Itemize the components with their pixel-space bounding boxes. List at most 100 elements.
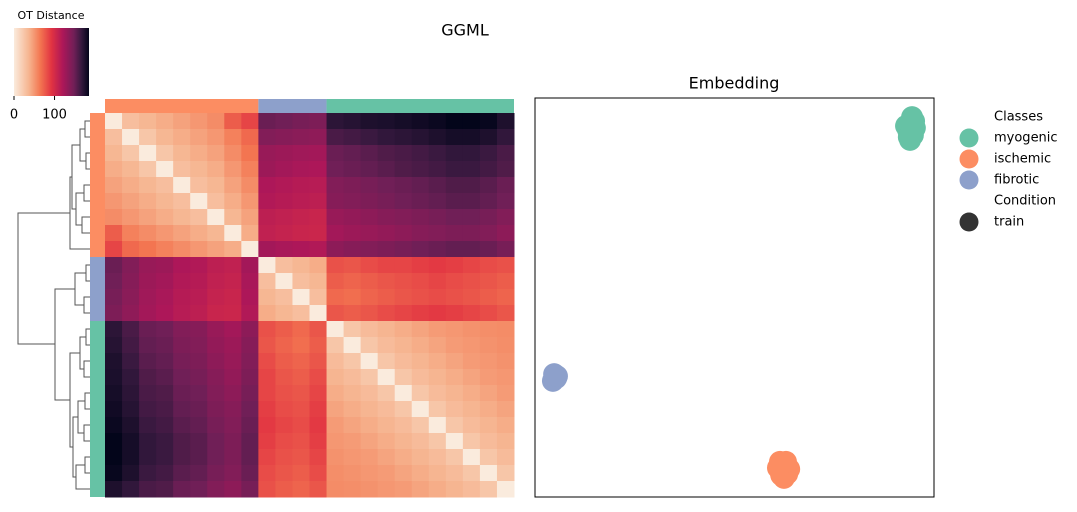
column-color-bar <box>105 99 259 113</box>
heatmap-cell <box>190 113 208 130</box>
heatmap-cell <box>292 257 310 274</box>
heatmap-cell <box>139 449 157 466</box>
heatmap-cell <box>496 305 515 322</box>
heatmap-cell <box>224 161 242 178</box>
heatmap-cell <box>326 433 345 450</box>
heatmap-cell <box>377 449 396 466</box>
heatmap-cell <box>224 257 242 274</box>
heatmap-cell <box>309 177 328 194</box>
heatmap-cell <box>173 257 191 274</box>
heatmap-cell <box>173 337 191 354</box>
heatmap-cell <box>241 433 259 450</box>
heatmap-cell <box>275 113 293 130</box>
heatmap-cell <box>394 321 413 338</box>
heatmap-cell <box>309 193 328 210</box>
heatmap-cell <box>292 273 310 290</box>
heatmap-cell <box>258 305 276 322</box>
heatmap-cell <box>156 433 174 450</box>
heatmap-cell <box>428 321 447 338</box>
heatmap-cell <box>360 161 379 178</box>
heatmap-cell <box>343 177 362 194</box>
heatmap-cell <box>122 449 140 466</box>
heatmap-cell <box>309 113 328 130</box>
heatmap-cell <box>343 225 362 242</box>
heatmap-cell <box>428 193 447 210</box>
heatmap-cell <box>156 369 174 386</box>
heatmap-cell <box>173 369 191 386</box>
heatmap-cell <box>479 193 498 210</box>
heatmap-cell <box>275 337 293 354</box>
heatmap-cell <box>462 193 481 210</box>
heatmap-cell <box>156 465 174 482</box>
heatmap-cell <box>258 257 276 274</box>
heatmap-cell <box>275 321 293 338</box>
heatmap-cell <box>411 225 430 242</box>
heatmap-cell <box>479 353 498 370</box>
heatmap-cell <box>190 481 208 498</box>
heatmap-cell <box>445 161 464 178</box>
heatmap-cell <box>394 225 413 242</box>
heatmap-cell <box>224 273 242 290</box>
heatmap-cell <box>377 369 396 386</box>
heatmap-cell <box>292 177 310 194</box>
heatmap-cell <box>207 449 225 466</box>
heatmap-cell <box>190 145 208 162</box>
heatmap-cell <box>258 385 276 402</box>
heatmap-cell <box>496 369 515 386</box>
heatmap-cell <box>479 433 498 450</box>
heatmap-cell <box>207 177 225 194</box>
heatmap-cell <box>462 241 481 258</box>
heatmap-cell <box>428 145 447 162</box>
heatmap-cell <box>479 257 498 274</box>
heatmap-cell <box>360 449 379 466</box>
heatmap-cell <box>479 481 498 498</box>
heatmap-cell <box>360 113 379 130</box>
heatmap-cell <box>122 465 140 482</box>
heatmap-cell <box>139 321 157 338</box>
heatmap-cell <box>462 449 481 466</box>
heatmap-cell <box>309 465 328 482</box>
heatmap-cell <box>105 129 123 146</box>
heatmap-cell <box>224 177 242 194</box>
heatmap-cell <box>275 225 293 242</box>
heatmap-cell <box>343 433 362 450</box>
heatmap-cell <box>224 321 242 338</box>
heatmap-cell <box>139 401 157 418</box>
heatmap-cell <box>224 401 242 418</box>
heatmap-cell <box>241 337 259 354</box>
heatmap-cell <box>122 481 140 498</box>
heatmap-cell <box>258 433 276 450</box>
heatmap-cell <box>275 241 293 258</box>
heatmap-cell <box>309 385 328 402</box>
heatmap-cell <box>275 129 293 146</box>
heatmap-cell <box>377 257 396 274</box>
heatmap-cell <box>258 209 276 226</box>
heatmap-cell <box>156 385 174 402</box>
legend-marker <box>959 128 979 148</box>
point <box>545 365 568 388</box>
heatmap-cell <box>394 305 413 322</box>
heatmap-cell <box>241 193 259 210</box>
heatmap-cell <box>343 337 362 354</box>
heatmap-cell <box>377 241 396 258</box>
heatmap-cell <box>207 369 225 386</box>
heatmap-cell <box>479 241 498 258</box>
heatmap-cell <box>258 321 276 338</box>
heatmap-cell <box>122 161 140 178</box>
heatmap-cell <box>122 209 140 226</box>
heatmap-cell <box>428 273 447 290</box>
legend-title: Classes <box>994 110 1043 125</box>
heatmap-cell <box>343 449 362 466</box>
heatmap-cell <box>326 161 345 178</box>
heatmap-cell <box>122 337 140 354</box>
heatmap-cell <box>122 417 140 434</box>
heatmap-cell <box>394 257 413 274</box>
heatmap-cell <box>292 241 310 258</box>
heatmap-cell <box>224 465 242 482</box>
heatmap-cell <box>292 465 310 482</box>
heatmap-cell <box>394 465 413 482</box>
heatmap-cell <box>496 177 515 194</box>
heatmap-cell <box>360 417 379 434</box>
heatmap-cell <box>139 161 157 178</box>
heatmap-cell <box>139 369 157 386</box>
